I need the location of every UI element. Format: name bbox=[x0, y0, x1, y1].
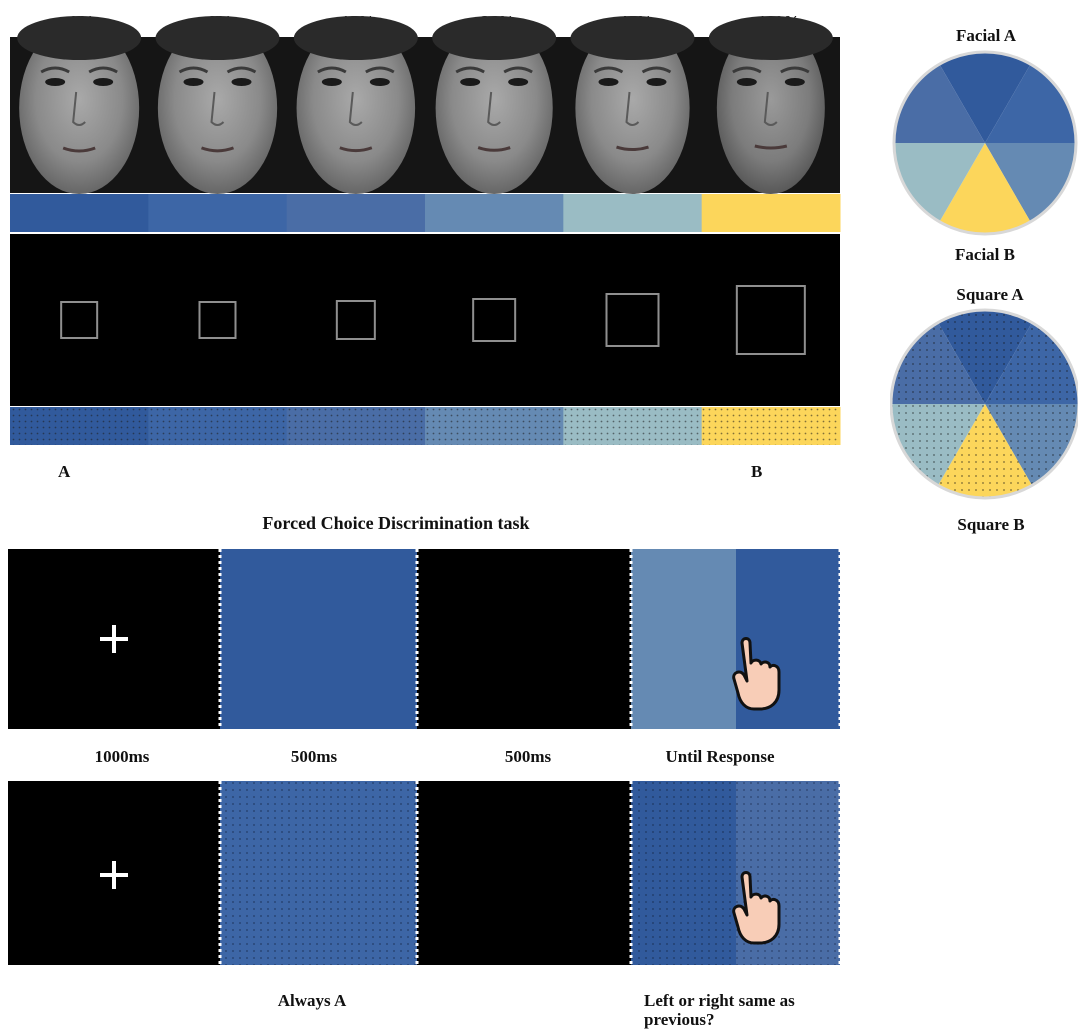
square-stimulus-0 bbox=[60, 301, 99, 339]
color-cell-1 bbox=[148, 194, 288, 232]
response-panel-left-1 bbox=[631, 549, 736, 729]
pie-square bbox=[890, 308, 1078, 500]
face-image-5 bbox=[708, 16, 833, 194]
blank-panel-2 bbox=[417, 781, 631, 965]
square-stimulus-4 bbox=[605, 293, 660, 347]
face-image-2 bbox=[293, 16, 418, 194]
color-cell-0 bbox=[10, 194, 149, 232]
face-image-3 bbox=[432, 16, 557, 194]
trial-sequences bbox=[8, 549, 842, 965]
fixation-cross-icon bbox=[100, 625, 128, 653]
timing-response: Until Response bbox=[665, 747, 775, 766]
pointing-hand-icon bbox=[732, 871, 781, 945]
label-left-right: Left or right same as previous? bbox=[644, 991, 795, 1029]
color-cell-2 bbox=[286, 194, 426, 232]
color-cell-3 bbox=[425, 194, 564, 232]
pie-facial-bottom-label: Facial B bbox=[955, 245, 1015, 264]
face-strip bbox=[10, 37, 840, 193]
color-bar-faces bbox=[10, 194, 841, 232]
stimulus-panel-1 bbox=[220, 549, 417, 729]
endpoint-label-a: A bbox=[58, 462, 71, 481]
label-always-a: Always A bbox=[277, 991, 347, 1010]
fixation-cross-icon bbox=[100, 861, 128, 889]
square-stimulus-5 bbox=[735, 285, 806, 355]
color-cell-5 bbox=[701, 194, 841, 232]
face-image-0 bbox=[17, 16, 142, 194]
pie-slice bbox=[939, 143, 1031, 235]
blank-panel-1 bbox=[417, 549, 631, 729]
timing-blank: 500ms bbox=[504, 747, 552, 766]
timing-fixation: 1000ms bbox=[94, 747, 150, 766]
trial-row-1 bbox=[8, 549, 842, 729]
pie-facial-top-label: Facial A bbox=[956, 26, 1016, 45]
morph-figure bbox=[10, 16, 841, 445]
timing-stimulus: 500ms bbox=[290, 747, 338, 766]
endpoint-label-b: B bbox=[751, 462, 763, 481]
pie-slice bbox=[939, 51, 1031, 143]
pie-square-bottom-label: Square B bbox=[957, 515, 1025, 534]
square-stimulus-1 bbox=[198, 301, 237, 339]
pointing-hand-icon bbox=[732, 637, 781, 711]
pie-square-top-label: Square A bbox=[956, 285, 1024, 304]
square-stimulus-2 bbox=[335, 300, 376, 340]
square-stimulus-3 bbox=[472, 298, 517, 342]
pie-facial bbox=[892, 50, 1078, 236]
color-bar-squares bbox=[10, 407, 841, 445]
face-image-1 bbox=[155, 16, 280, 194]
task-title: Forced Choice Discrimination task bbox=[262, 513, 530, 533]
face-image-4 bbox=[570, 16, 695, 194]
square-strip bbox=[10, 234, 840, 406]
color-cell-4 bbox=[563, 194, 703, 232]
trial-row-2 bbox=[8, 781, 842, 965]
